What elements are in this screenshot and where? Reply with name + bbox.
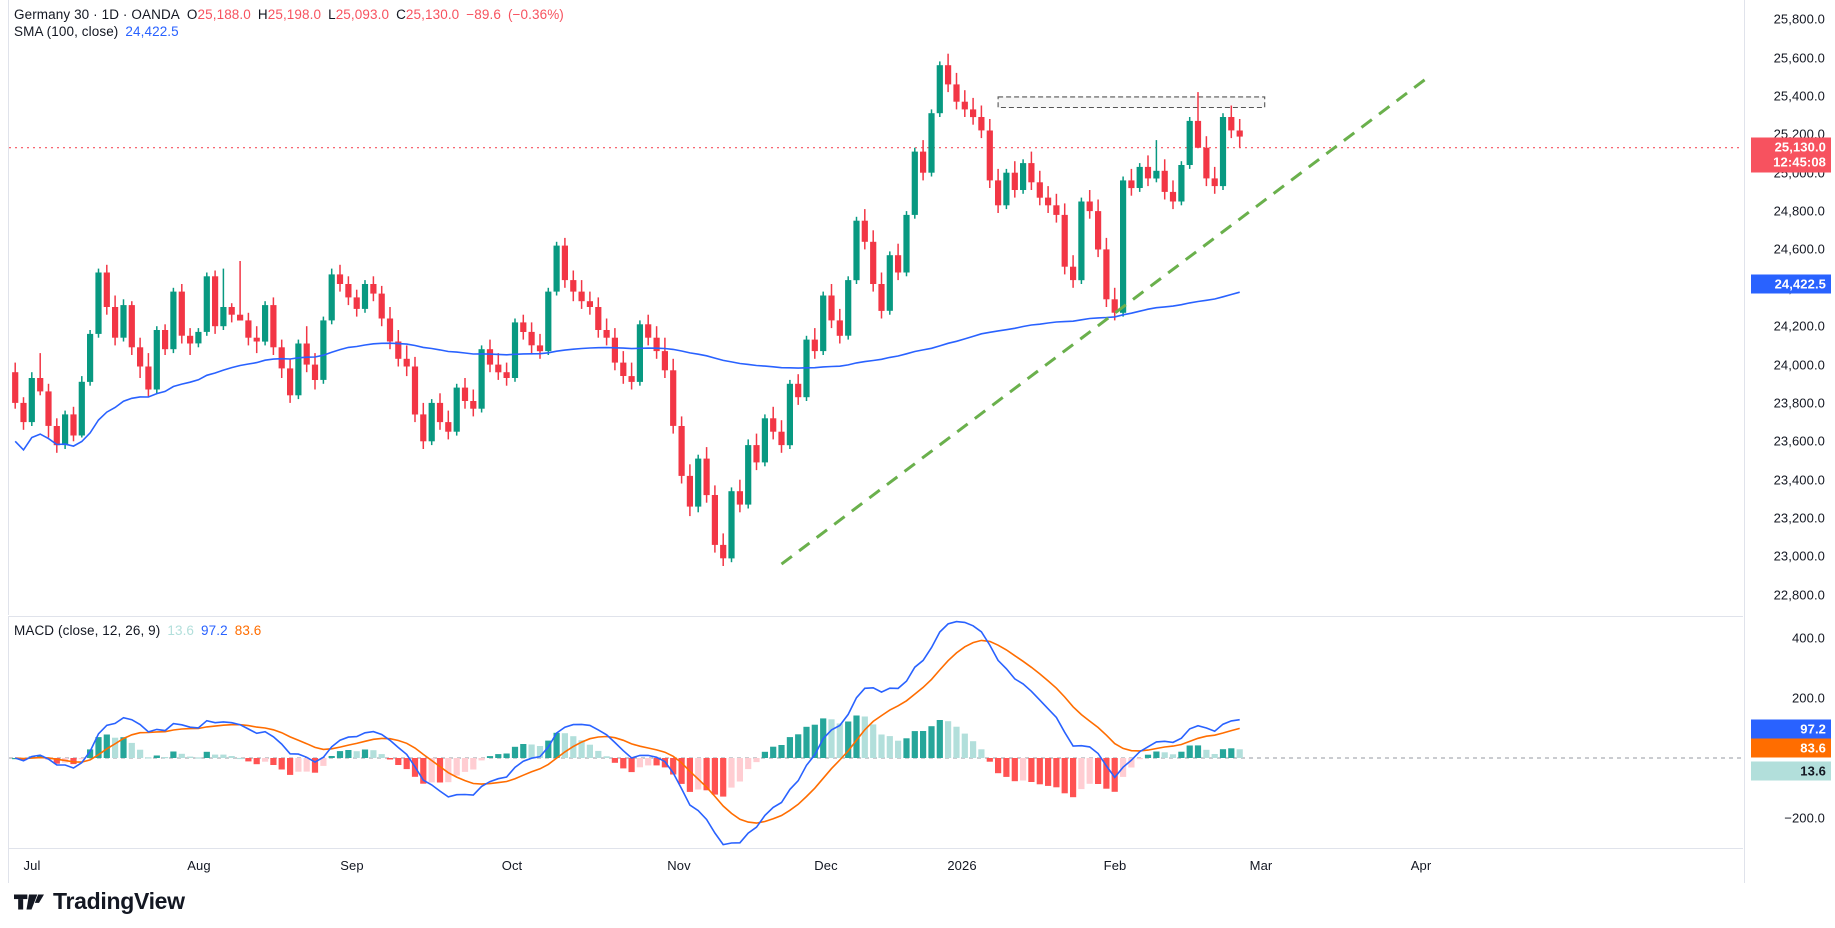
low-value: 25,093.0	[335, 7, 390, 22]
macd-signal-tag: 83.6	[1751, 738, 1831, 758]
time-tick-label: 2026	[947, 858, 977, 873]
exchange-label: OANDA	[131, 7, 180, 22]
macd-pane[interactable]	[8, 616, 1743, 848]
price-tick-label: 23,800.0	[1773, 395, 1825, 411]
macd-hist-value: 13.6	[167, 623, 195, 638]
time-axis[interactable]: Jul Aug Sep Oct Nov Dec 2026 Feb Mar Apr	[8, 848, 1743, 883]
time-tick-label: Feb	[1103, 858, 1127, 873]
change-value: −89.6	[466, 7, 501, 22]
price-plot	[9, 53, 1743, 566]
macd-tick-label: −200.0	[1784, 810, 1825, 826]
time-tick-label: Nov	[667, 858, 691, 873]
sma-title[interactable]: SMA (100, close)	[14, 24, 119, 39]
macd-title[interactable]: MACD (close, 12, 26, 9)	[14, 623, 161, 638]
price-tick-label: 24,200.0	[1773, 318, 1825, 334]
price-tick-label: 24,000.0	[1773, 357, 1825, 373]
open-label: O	[186, 7, 198, 22]
current-price-time: 12:45:08	[1773, 154, 1826, 170]
time-tick-label: Apr	[1410, 858, 1432, 873]
change-percent: (−0.36%)	[507, 7, 564, 22]
close-label: C	[396, 7, 406, 22]
sma-value: 24,422.5	[125, 24, 179, 39]
close-value: 25,130.0	[405, 7, 460, 22]
tradingview-logo-icon	[14, 894, 44, 909]
high-label: H	[257, 7, 268, 22]
macd-line-value: 97.2	[201, 623, 228, 638]
macd-tick-label: 400.0	[1791, 630, 1825, 646]
time-tick-label: Aug	[187, 858, 211, 873]
price-tick-label: 24,600.0	[1773, 241, 1825, 257]
current-price-value: 25,130.0	[1774, 139, 1826, 155]
legend-separator-1: ·	[89, 7, 102, 22]
price-tick-label: 23,400.0	[1773, 472, 1825, 488]
low-label: L	[328, 7, 336, 22]
price-tick-label: 23,600.0	[1773, 433, 1825, 449]
macd-legend: MACD (close, 12, 26, 9) 13.6 97.2 83.6	[14, 623, 261, 638]
time-tick-label: Sep	[340, 858, 364, 873]
time-tick-label: Dec	[814, 858, 838, 873]
price-tick-label: 25,400.0	[1773, 88, 1825, 104]
time-tick-label: Jul	[23, 858, 41, 873]
current-price-tag: 25,130.0 12:45:08	[1751, 137, 1831, 173]
price-tick-label: 23,200.0	[1773, 510, 1825, 526]
sma-legend: SMA (100, close) 24,422.5	[14, 24, 179, 39]
sma-price-tag: 24,422.5	[1751, 274, 1831, 293]
macd-tick-label: 200.0	[1791, 690, 1825, 706]
price-tick-label: 24,800.0	[1773, 203, 1825, 219]
open-value: 25,188.0	[197, 7, 251, 22]
macd-signal-value: 83.6	[234, 623, 262, 638]
price-pane[interactable]	[8, 0, 1743, 615]
price-tick-label: 25,800.0	[1773, 11, 1825, 27]
time-tick-label: Mar	[1249, 858, 1273, 873]
time-tick-label: Oct	[501, 858, 523, 873]
tradingview-brand-name: TradingView	[53, 888, 185, 914]
symbol-legend: Germany 30 · 1D · OANDA O25,188.0 H25,198.…	[14, 7, 564, 22]
macd-line-tag: 97.2	[1751, 719, 1831, 739]
price-tick-label: 22,800.0	[1773, 587, 1825, 603]
macd-hist-tag: 13.6	[1751, 761, 1831, 781]
price-tick-label: 23,000.0	[1773, 548, 1825, 564]
legend-separator-2: ·	[119, 7, 132, 22]
price-axis[interactable]: 25,800.0 25,600.0 25,400.0 25,200.0 25,000.0…	[1744, 0, 1835, 883]
high-value: 25,198.0	[267, 7, 322, 22]
interval-label[interactable]: 1D	[101, 7, 120, 22]
symbol-name[interactable]: Germany 30	[14, 7, 90, 22]
macd-plot	[9, 620, 1743, 846]
price-tick-label: 25,600.0	[1773, 50, 1825, 66]
tradingview-brand: TradingView	[14, 888, 185, 915]
